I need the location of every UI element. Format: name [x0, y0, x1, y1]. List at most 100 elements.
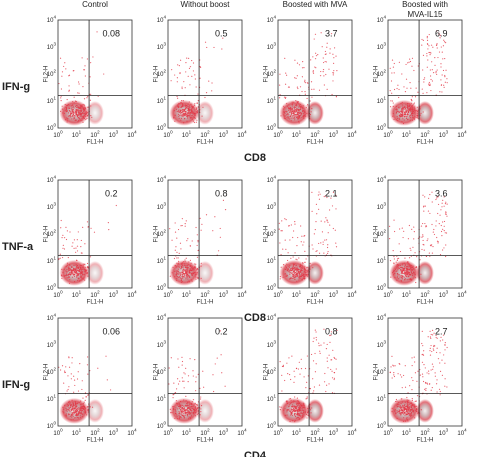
event [281, 390, 283, 392]
event [194, 276, 197, 278]
event [81, 279, 83, 281]
event [279, 73, 281, 75]
event [284, 239, 286, 241]
event [85, 113, 87, 115]
event [87, 409, 89, 411]
event [187, 238, 189, 240]
plot-frame [277, 317, 353, 427]
event [443, 39, 445, 41]
event [202, 106, 204, 108]
tick-label: 101 [47, 394, 57, 403]
plot-frame [387, 317, 463, 427]
event [432, 245, 434, 248]
event [290, 378, 292, 381]
event [192, 272, 194, 274]
dot-plot [279, 32, 338, 126]
event [199, 217, 201, 219]
event [73, 375, 75, 377]
event [178, 404, 180, 406]
event [292, 117, 294, 119]
event [189, 409, 191, 411]
event [401, 121, 403, 123]
event [73, 116, 76, 118]
tick-label: 100 [383, 130, 393, 139]
tick-label: 104 [347, 290, 357, 299]
event [89, 99, 92, 101]
tick-exponent: 1 [409, 130, 412, 135]
event [409, 269, 411, 271]
event [426, 383, 429, 385]
event [178, 402, 180, 405]
event [445, 232, 448, 234]
event [391, 59, 394, 61]
event [285, 74, 288, 76]
event [422, 345, 424, 347]
event [410, 414, 412, 416]
event [400, 398, 402, 400]
event [296, 400, 298, 402]
quadrant-value: 0.5 [215, 28, 228, 38]
event-cloud [306, 261, 324, 285]
event [409, 106, 411, 108]
event [83, 407, 85, 410]
event [74, 268, 76, 270]
event [397, 257, 400, 259]
event [294, 111, 296, 113]
event [290, 113, 293, 115]
event [422, 376, 424, 378]
event [430, 333, 432, 336]
event [409, 58, 411, 60]
event [407, 114, 409, 116]
event [411, 116, 413, 118]
tick-exponent: 3 [163, 202, 166, 207]
event [79, 110, 82, 112]
event [293, 117, 295, 119]
event [186, 409, 188, 412]
event [405, 272, 407, 274]
event [444, 385, 446, 387]
tick-label: 100 [157, 123, 167, 132]
event [68, 366, 71, 368]
tick-base: 10 [310, 133, 317, 139]
event [196, 234, 198, 236]
event [430, 337, 432, 339]
event [84, 269, 86, 271]
event [411, 364, 413, 367]
event [411, 404, 413, 407]
tick-label: 102 [157, 69, 167, 78]
event [173, 257, 176, 260]
event [66, 269, 68, 271]
event [400, 402, 402, 405]
event [181, 412, 183, 414]
event [423, 78, 425, 81]
event [299, 114, 302, 116]
event [422, 234, 424, 236]
tick-label: 100 [377, 421, 387, 430]
tick-exponent: 4 [163, 313, 166, 318]
event [396, 400, 398, 402]
event [306, 97, 308, 100]
event [196, 405, 198, 407]
event [417, 91, 419, 93]
event [393, 374, 395, 376]
tick-exponent: 4 [134, 130, 137, 135]
tick-base: 10 [47, 99, 54, 105]
event [288, 109, 290, 111]
event [403, 408, 405, 410]
event [299, 403, 302, 406]
event [204, 41, 207, 43]
event [291, 103, 293, 106]
event [400, 406, 403, 409]
event [194, 263, 196, 265]
event [194, 415, 197, 417]
event [412, 379, 414, 382]
event [185, 395, 187, 397]
event [182, 410, 185, 413]
event [82, 267, 84, 269]
event [285, 72, 287, 74]
tick-label: 103 [329, 130, 339, 139]
event [396, 258, 399, 260]
event [392, 66, 395, 68]
tick-label: 100 [273, 290, 283, 299]
event [189, 113, 191, 115]
